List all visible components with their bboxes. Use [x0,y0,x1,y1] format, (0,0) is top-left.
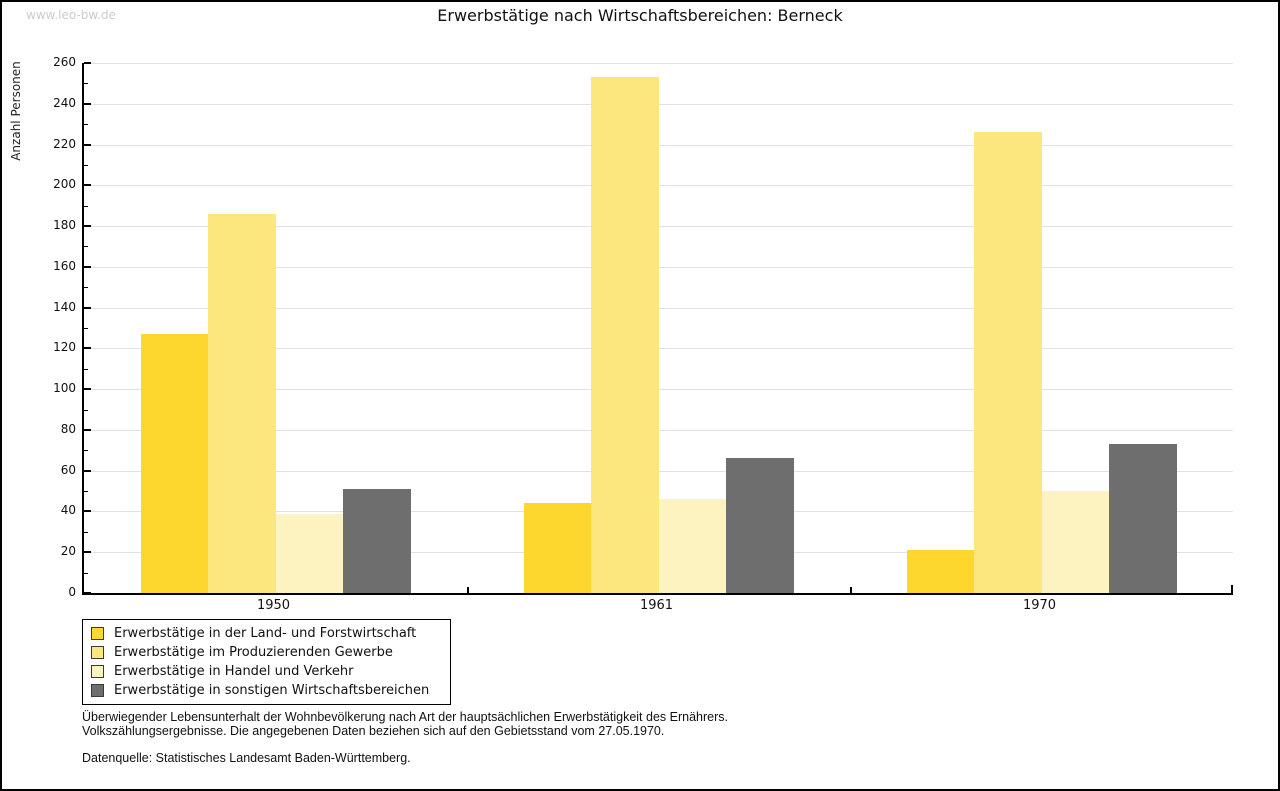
y-tick-major [84,388,91,391]
footnote-line: Überwiegender Lebensunterhalt der Wohnbe… [82,710,728,724]
y-tick-label: 220 [53,136,76,151]
legend-swatch [91,665,104,678]
y-tick-major [84,510,91,513]
legend-swatch [91,646,104,659]
y-tick-label: 100 [53,381,76,396]
gridline [84,226,1233,228]
gridline [84,307,1233,309]
gridline [84,348,1233,350]
y-tick-major [84,469,91,472]
y-tick-minor [84,409,88,411]
y-tick-major [84,184,91,187]
y-tick-label: 160 [53,258,76,273]
y-tick-major [84,225,91,228]
bar-1961-series4 [726,458,794,593]
legend-swatch [91,627,104,640]
bar-1961-series2 [591,77,659,593]
y-tick-label: 260 [53,55,76,69]
legend-label: Erwerbstätige in Handel und Verkehr [114,664,354,679]
gridline [84,266,1233,268]
legend-label: Erwerbstätige im Produzierenden Gewerbe [114,645,393,660]
y-tick-label: 180 [53,218,76,233]
y-tick-minor [84,246,88,248]
bar-1950-series1 [140,334,208,593]
gridline [84,144,1233,146]
y-tick-label: 140 [53,299,76,314]
bar-1961-series3 [658,499,726,593]
y-tick-minor [84,450,88,452]
bar-1970-series4 [1109,444,1177,593]
bar-1970-series1 [906,550,974,593]
watermark: www.leo-bw.de [26,8,116,22]
y-tick-major [84,592,91,594]
gridline [84,470,1233,472]
y-tick-label: 240 [53,95,76,110]
x-boundary-tick [850,587,852,593]
y-tick-major [84,306,91,309]
legend-swatch [91,684,104,697]
chart-title: Erwerbstätige nach Wirtschaftsbereichen:… [437,6,843,25]
x-axis-end-tick [1231,585,1233,593]
y-tick-major [84,143,91,146]
y-tick-minor [84,164,88,166]
y-tick-label: 40 [60,503,76,518]
y-tick-minor [84,531,88,533]
y-tick-major [84,428,91,431]
y-tick-major [84,102,91,105]
gridline [84,389,1233,391]
gridline [84,185,1233,187]
bar-1950-series3 [275,513,343,593]
y-tick-label: 120 [53,340,76,355]
y-tick-label: 0 [68,585,76,599]
bar-1961-series1 [523,503,591,593]
y-tick-label: 80 [60,421,76,436]
y-tick-major [84,265,91,268]
gridline [84,103,1233,105]
gridline [84,63,1233,64]
y-tick-label: 60 [60,462,76,477]
legend-item: Erwerbstätige im Produzierenden Gewerbe [91,643,442,662]
y-tick-minor [84,572,88,574]
x-tick-label: 1961 [639,598,674,613]
gridline [84,429,1233,431]
x-tick-label: 1970 [1022,598,1057,613]
footnote-source: Datenquelle: Statistisches Landesamt Bad… [82,751,411,765]
y-tick-minor [84,328,88,329]
bar-1970-series3 [1041,491,1109,593]
y-tick-minor [84,491,88,493]
legend: Erwerbstätige in der Land- und Forstwirt… [82,619,451,705]
legend-item: Erwerbstätige in Handel und Verkehr [91,662,442,681]
y-tick-major [84,347,91,350]
bar-1950-series4 [343,489,411,593]
legend-label: Erwerbstätige in der Land- und Forstwirt… [114,626,417,641]
legend-item: Erwerbstätige in der Land- und Forstwirt… [91,624,442,643]
y-tick-major [84,62,91,64]
y-tick-label: 200 [53,177,76,192]
x-boundary-tick [467,587,469,593]
y-tick-minor [84,124,88,126]
y-tick-minor [84,83,88,85]
legend-item: Erwerbstätige in sonstigen Wirtschaftsbe… [91,681,442,700]
x-tick-label: 1950 [256,598,291,613]
bar-1950-series2 [208,213,276,593]
bar-1970-series2 [974,132,1042,593]
footnotes: Überwiegender Lebensunterhalt der Wohnbe… [82,710,728,765]
y-tick-minor [84,205,88,207]
y-tick-minor [84,368,88,370]
legend-label: Erwerbstätige in sonstigen Wirtschaftsbe… [114,683,430,698]
y-tick-label: 20 [60,544,76,559]
plot-area [82,62,1233,595]
y-tick-minor [84,287,88,289]
footnote-line: Volkszählungsergebnisse. Die angegebenen… [82,724,665,738]
y-tick-major [84,551,91,554]
